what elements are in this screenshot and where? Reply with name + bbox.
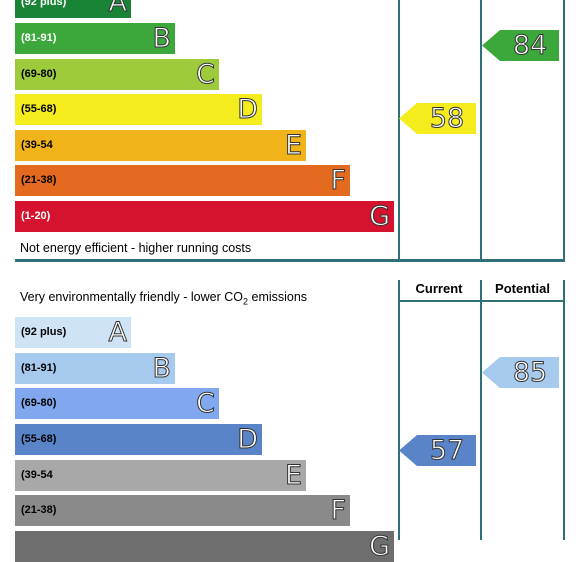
current-arrow-shape (399, 103, 476, 134)
header-note: Very environmentally friendly - lower CO… (20, 290, 307, 307)
column-header-potential: Potential (495, 281, 550, 296)
band-letter: F (330, 165, 347, 196)
band-range-label: (1-20) (21, 210, 51, 222)
column-header-current: Current (415, 281, 463, 296)
rating-band-c: (69-80) C (15, 59, 219, 90)
band-range-label: (55-68) (21, 103, 57, 115)
band-letter: E (284, 130, 302, 161)
rating-band-e: (39-54 E (15, 460, 306, 491)
rating-band-e: (39-54 E (15, 130, 306, 161)
potential-rating-arrow: 84 (482, 30, 559, 61)
potential-arrow-fill (482, 357, 559, 388)
potential-rating-arrow: 85 (482, 357, 559, 388)
band-letter: G (369, 201, 391, 232)
potential-column-divider (480, 0, 482, 260)
rating-band-a: (92 plus) A (15, 0, 131, 18)
rating-band-a: (92 plus) A (15, 317, 131, 348)
current-column-divider (398, 280, 400, 540)
band-letter: C (196, 388, 216, 419)
band-range-label: (21-38) (21, 504, 57, 516)
band-letter: E (284, 460, 302, 491)
potential-arrow-fill (482, 30, 559, 61)
rating-band-b: (81-91) B (15, 23, 175, 54)
chart-right-border (563, 280, 565, 540)
chart-right-border (563, 0, 565, 260)
rating-band-d: (55-68) D (15, 424, 262, 455)
potential-arrow-shape (482, 357, 559, 388)
potential-column-divider (480, 280, 482, 540)
header-note-subscript: 2 (243, 296, 249, 307)
band-range-label: (39-54 (21, 469, 53, 481)
band-letter: G (369, 531, 391, 562)
rating-band-b: (81-91) B (15, 353, 175, 384)
band-range-label: (55-68) (21, 433, 57, 445)
band-range-label: (81-91) (21, 362, 57, 374)
band-range-label: (81-91) (21, 32, 57, 44)
band-letter: B (152, 353, 172, 384)
rating-band-f: (21-38) F (15, 495, 350, 526)
band-range-label: (92 plus) (21, 0, 67, 8)
band-letter: D (237, 424, 259, 455)
rating-band-d: (55-68) D (15, 94, 262, 125)
band-letter: D (237, 94, 259, 125)
band-range-label: (69-80) (21, 68, 57, 80)
header-note-suffix: emissions (248, 290, 308, 304)
current-rating-value: 57 (429, 435, 465, 466)
band-range-label: (69-80) (21, 397, 57, 409)
rating-band-g: G (15, 531, 394, 562)
band-letter: A (108, 0, 128, 18)
band-letter: F (330, 495, 347, 526)
band-letter: C (196, 59, 216, 90)
current-rating-value: 58 (429, 103, 465, 134)
potential-rating-value: 84 (512, 30, 548, 61)
rating-band-c: (69-80) C (15, 388, 219, 419)
current-column-divider (398, 0, 400, 260)
footer-note: Not energy efficient - higher running co… (20, 241, 252, 255)
rating-band-f: (21-38) F (15, 165, 350, 196)
header-note-text: Very environmentally friendly - lower CO (20, 290, 243, 304)
current-rating-arrow: 57 (399, 435, 476, 466)
potential-arrow-shape (482, 30, 559, 61)
band-range-label: (39-54 (21, 139, 53, 151)
current-arrow-fill (399, 435, 476, 466)
current-rating-arrow: 58 (399, 103, 476, 134)
chart-top-border (15, 260, 565, 262)
band-letter: A (108, 317, 128, 348)
rating-band-g: (1-20) G (15, 201, 394, 232)
current-arrow-fill (399, 103, 476, 134)
band-letter: B (152, 23, 172, 54)
potential-rating-value: 85 (512, 357, 548, 388)
current-arrow-shape (399, 435, 476, 466)
band-range-label: (21-38) (21, 174, 57, 186)
band-range-label: (92 plus) (21, 326, 67, 338)
